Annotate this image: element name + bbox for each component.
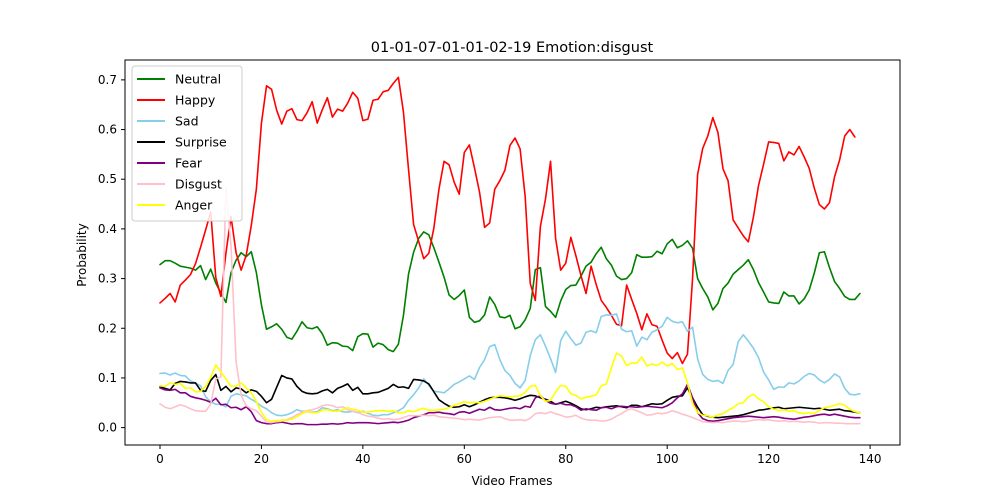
- x-tick-label: 20: [254, 452, 269, 466]
- series-line-disgust: [159, 186, 861, 425]
- y-tick-label: 0.2: [98, 321, 117, 335]
- series-line-happy: [159, 76, 856, 365]
- series-line-neutral: [159, 231, 861, 353]
- y-tick-label: 0.6: [98, 123, 117, 137]
- y-tick-label: 0.7: [98, 73, 117, 87]
- x-tick-label: 80: [558, 452, 573, 466]
- y-tick-label: 0.5: [98, 172, 117, 186]
- x-tick-label: 40: [355, 452, 370, 466]
- legend: Neutral Happy Sad Surprise Fear Disgust Anger: [131, 65, 243, 222]
- legend-label-happy: Happy: [175, 93, 216, 108]
- y-tick-label: 0.1: [98, 371, 117, 385]
- legend-label-fear: Fear: [175, 156, 203, 171]
- y-tick-label: 0.4: [98, 222, 117, 236]
- y-tick-label: 0.0: [98, 421, 117, 435]
- chart-title: 01-01-07-01-01-02-19 Emotion:disgust: [371, 40, 654, 56]
- y-tick-label: 0.3: [98, 272, 117, 286]
- legend-label-disgust: Disgust: [175, 177, 222, 192]
- x-tick-label: 140: [859, 452, 882, 466]
- series-layer: [159, 76, 861, 426]
- legend-label-sad: Sad: [175, 114, 199, 129]
- legend-label-neutral: Neutral: [175, 72, 221, 87]
- series-line-surprise: [159, 373, 861, 419]
- x-tick-label: 120: [757, 452, 780, 466]
- x-tick-label: 0: [156, 452, 164, 466]
- series-line-anger: [159, 352, 861, 422]
- legend-box: [131, 65, 243, 222]
- x-tick-label: 100: [656, 452, 679, 466]
- legend-label-surprise: Surprise: [175, 135, 227, 150]
- series-line-fear: [159, 383, 861, 426]
- legend-label-anger: Anger: [175, 198, 213, 213]
- axes-layer: 0 20 40 60 80 100 120 140 0.0 0.1 0.2 0.3 0.4 0.5 0.6 0…: [98, 59, 901, 466]
- y-axis-label: Probability: [75, 223, 89, 286]
- plot-frame: [124, 59, 901, 446]
- x-axis-label: Video Frames: [471, 474, 552, 488]
- series-line-sad: [159, 313, 861, 417]
- x-tick-label: 60: [457, 452, 472, 466]
